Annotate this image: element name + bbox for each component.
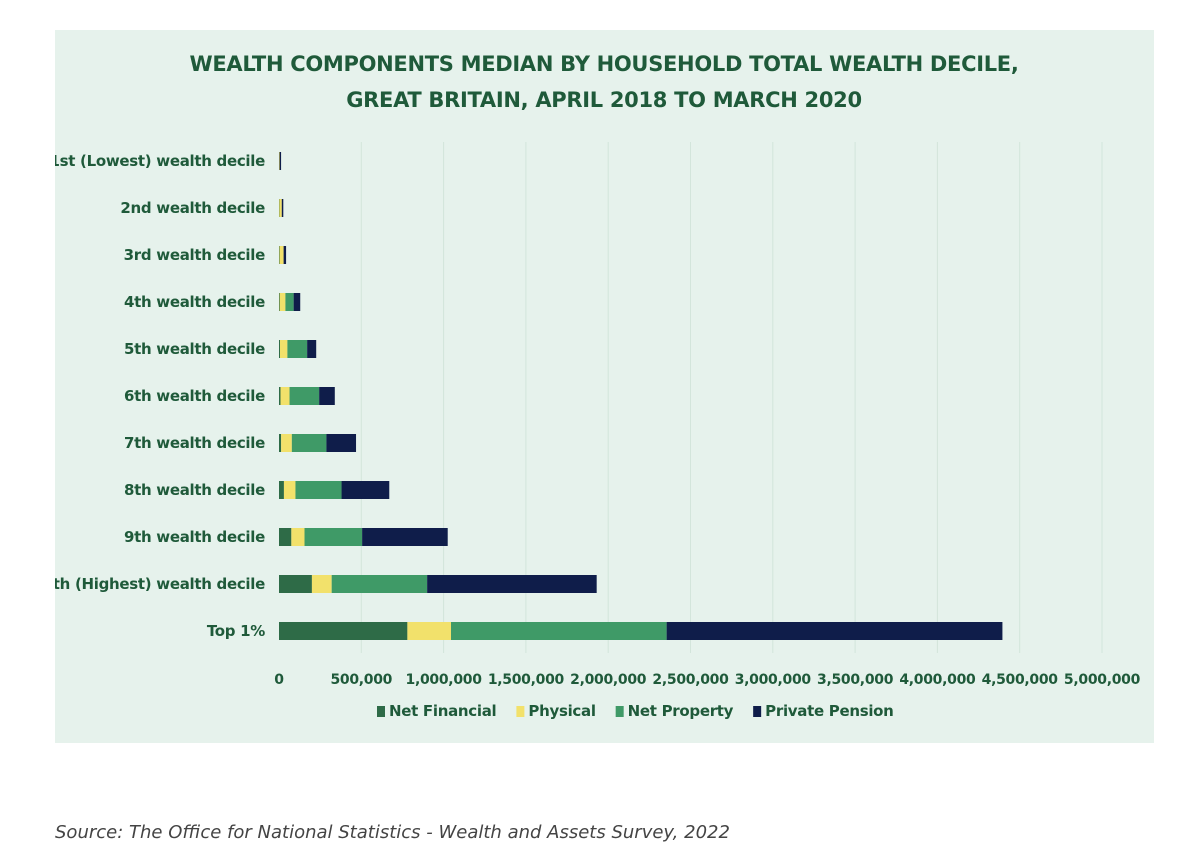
bar-net-financial [279,481,284,499]
x-tick-label: 3,500,000 [817,672,894,688]
category-label: 5th wealth decile [124,340,265,358]
bar-net-financial [279,387,281,405]
x-tick-label: 500,000 [330,672,392,688]
legend-label: Net Property [628,702,734,720]
bar-private-pension [341,481,390,499]
x-axis-ticks: 0 500,000 1,000,000 1,500,000 2,000,000 2,500… [274,672,1141,688]
legend-swatch [377,706,385,717]
bar-net-property [331,575,428,593]
bars [279,152,1003,640]
bar-net-property [291,434,327,452]
bar-physical [283,481,296,499]
bar-physical [291,528,305,546]
legend-label: Net Financial [389,702,496,720]
legend-swatch [615,706,624,717]
bar-net-financial [279,528,292,546]
bar-private-pension [666,622,1003,640]
bar-net-property [451,622,667,640]
category-label: Top 1% [207,622,265,640]
chart-title-line-2: GREAT BRITAIN, APRIL 2018 TO MARCH 2020 [346,88,862,112]
bar-private-pension [279,152,282,170]
bar-net-property [285,293,294,311]
category-label: 6th wealth decile [124,387,265,405]
bar-net-financial [279,575,312,593]
bar-private-pension [326,434,357,452]
category-label: 4th wealth decile [124,293,265,311]
bar-physical [279,246,284,264]
x-tick-label: 1,500,000 [488,672,565,688]
bar-private-pension [281,199,284,217]
category-label: 2nd wealth decile [120,199,265,217]
x-tick-label: 2,000,000 [570,672,647,688]
category-label: 10th (Highest) wealth decile [55,575,265,593]
x-tick-label: 3,000,000 [735,672,812,688]
bar-physical [279,340,288,358]
bar-physical [280,387,290,405]
chart-panel: WEALTH COMPONENTS MEDIAN BY HOUSEHOLD TO… [55,30,1154,743]
gridlines [360,142,1103,653]
category-label: 1st (Lowest) wealth decile [55,152,265,170]
x-tick-label: 1,000,000 [406,672,483,688]
bar-private-pension [307,340,317,358]
source-note: Source: The Office for National Statisti… [55,822,730,843]
bar-physical [281,434,292,452]
bar-private-pension [427,575,597,593]
x-tick-label: 0 [274,672,284,688]
bar-net-property [289,387,320,405]
bar-net-financial [279,622,408,640]
bar-private-pension [283,246,287,264]
category-label: 8th wealth decile [124,481,265,499]
bar-net-financial [279,434,282,452]
category-label: 7th wealth decile [124,434,265,452]
bar-net-property [287,340,308,358]
bar-net-financial [279,340,281,358]
bar-physical [279,293,286,311]
x-tick-label: 5,000,000 [1064,672,1141,688]
legend: Net Financial Physical Net Property Private… [377,702,894,720]
category-label: 3rd wealth decile [124,246,265,264]
bar-net-property [304,528,363,546]
chart: WEALTH COMPONENTS MEDIAN BY HOUSEHOLD TO… [55,52,1141,720]
x-tick-label: 2,500,000 [652,672,729,688]
category-label: 9th wealth decile [124,528,265,546]
bar-private-pension [362,528,448,546]
category-labels: 1st (Lowest) wealth decile 2nd wealth dec… [55,152,266,640]
bar-private-pension [319,387,335,405]
legend-swatch [753,706,762,717]
x-tick-label: 4,000,000 [899,672,976,688]
legend-label: Private Pension [765,702,893,720]
bar-private-pension [293,293,301,311]
bar-physical [311,575,332,593]
bar-net-property [295,481,342,499]
bar-physical [407,622,452,640]
bar-physical [279,199,282,217]
chart-title: WEALTH COMPONENTS MEDIAN BY HOUSEHOLD TO… [189,52,1018,112]
chart-title-line-1: WEALTH COMPONENTS MEDIAN BY HOUSEHOLD TO… [189,52,1018,76]
legend-swatch [516,706,525,717]
legend-label: Physical [528,702,595,720]
x-tick-label: 4,500,000 [982,672,1059,688]
